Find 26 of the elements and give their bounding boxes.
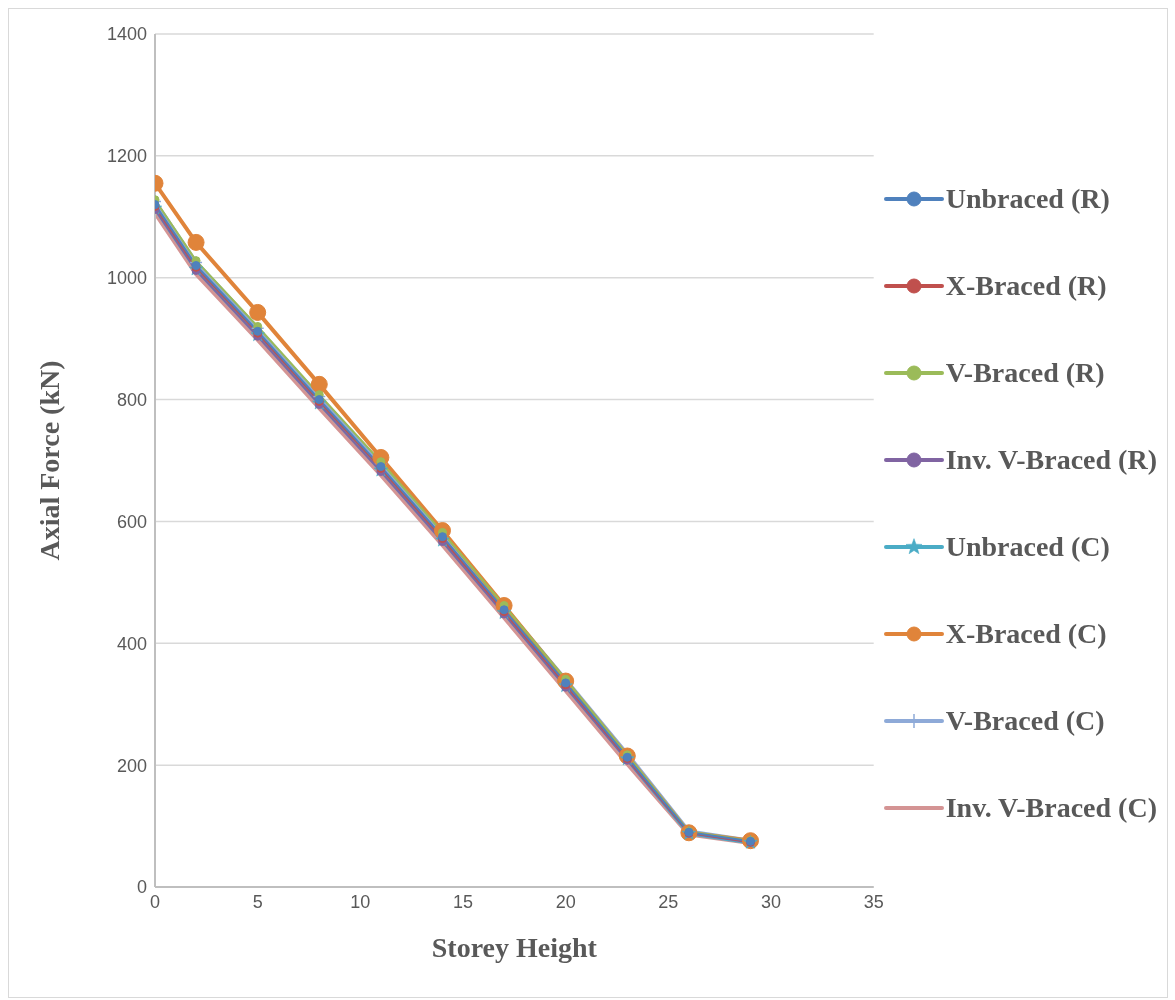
x-axis-title: Storey Height <box>431 932 598 963</box>
y-tick-label: 1200 <box>106 146 147 167</box>
x-tick-label: 20 <box>555 891 576 912</box>
legend-label: Inv. V-Braced (C) <box>945 791 1157 824</box>
legend-label: V-Braced (C) <box>945 704 1105 737</box>
legend-label: Unbraced (R) <box>945 182 1110 215</box>
x-tick-label: 10 <box>350 891 371 912</box>
x-tick-label: 0 <box>149 891 161 912</box>
x-tick-label: 5 <box>252 891 263 912</box>
x-tick-label: 15 <box>453 891 474 912</box>
y-tick-label: 400 <box>116 633 147 654</box>
x-tick-label: 35 <box>863 891 884 912</box>
legend-label: Inv. V-Braced (R) <box>945 443 1157 476</box>
y-axis-title: Axial Force (kN) <box>33 360 65 561</box>
legend-label: Unbraced (C) <box>945 530 1110 563</box>
y-tick-label: 600 <box>116 511 147 532</box>
x-tick-label: 25 <box>658 891 679 912</box>
y-tick-label: 0 <box>136 877 147 898</box>
legend-label: X-Braced (C) <box>945 617 1107 650</box>
y-tick-label: 200 <box>116 755 147 776</box>
x-tick-label: 30 <box>761 891 782 912</box>
y-tick-label: 1000 <box>106 268 147 289</box>
legend-label: X-Braced (R) <box>945 269 1107 302</box>
y-tick-label: 1400 <box>106 24 147 45</box>
legend-label: V-Braced (R) <box>945 356 1105 389</box>
y-tick-label: 800 <box>116 389 147 410</box>
